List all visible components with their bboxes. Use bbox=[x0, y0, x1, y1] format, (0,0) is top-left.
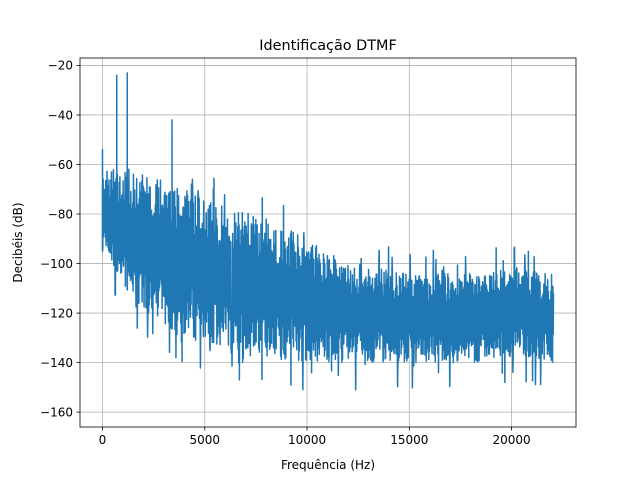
y-tick-label: −140 bbox=[40, 356, 73, 370]
x-tick-label: 0 bbox=[99, 433, 107, 447]
x-tick-label: 5000 bbox=[189, 433, 220, 447]
x-tick-label: 15000 bbox=[390, 433, 428, 447]
x-tick-label: 20000 bbox=[492, 433, 530, 447]
x-axis: 0 5000 10000 15000 20000 bbox=[99, 427, 531, 447]
y-tick-label: −80 bbox=[48, 207, 73, 221]
y-tick-label: −60 bbox=[48, 158, 73, 172]
y-tick-label: −160 bbox=[40, 405, 73, 419]
y-axis: −20 −40 −60 −80 −100 −120 −140 −160 bbox=[40, 59, 80, 419]
x-tick-label: 10000 bbox=[288, 433, 326, 447]
y-tick-label: −40 bbox=[48, 108, 73, 122]
x-axis-label: Frequência (Hz) bbox=[281, 458, 375, 472]
plot-frame bbox=[79, 57, 577, 428]
y-axis-label: Decibéis (dB) bbox=[11, 202, 25, 282]
series-layer bbox=[101, 72, 555, 391]
series-line bbox=[101, 72, 555, 391]
chart-title: Identificação DTMF bbox=[259, 38, 396, 54]
y-tick-label: −120 bbox=[40, 306, 73, 320]
y-tick-label: −20 bbox=[48, 59, 73, 73]
grid bbox=[80, 58, 576, 427]
y-tick-label: −100 bbox=[40, 257, 73, 271]
